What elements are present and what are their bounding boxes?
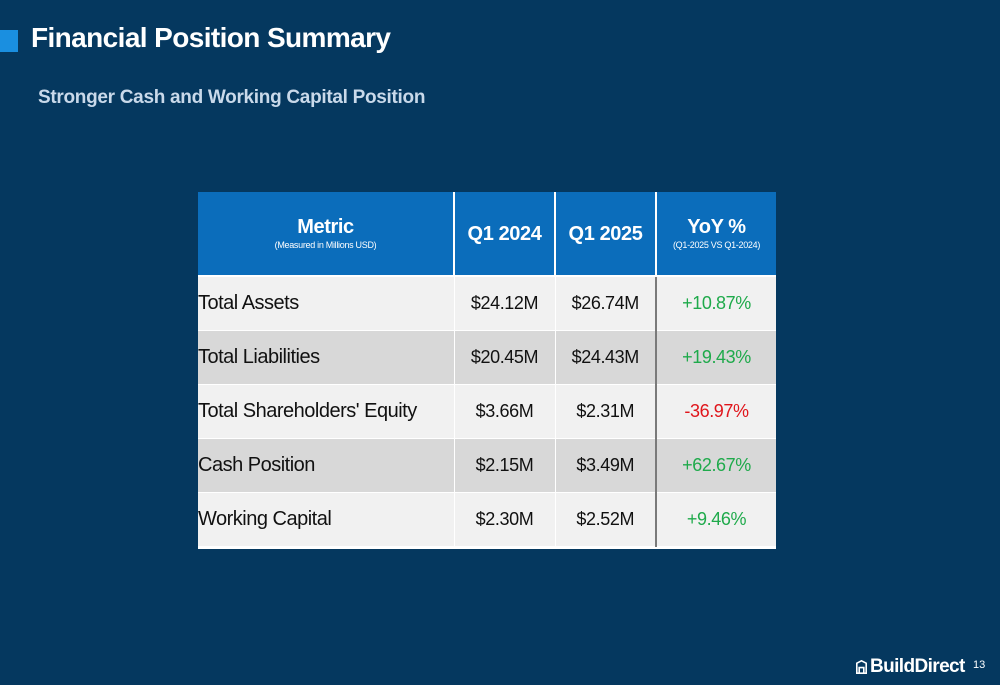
q1-2025-cell: $2.52M bbox=[555, 492, 657, 547]
column-header-q1-2024: Q1 2024 bbox=[454, 192, 556, 277]
column-header-q1-2025: Q1 2025 bbox=[555, 192, 657, 277]
column-header-q1-2025-label: Q1 2025 bbox=[568, 222, 643, 245]
metric-cell: Cash Position bbox=[198, 438, 455, 493]
house-icon bbox=[856, 660, 867, 674]
financial-table-container: Metric (Measured in Millions USD) Q1 202… bbox=[198, 192, 776, 549]
column-header-metric-label: Metric bbox=[297, 215, 354, 238]
builddirect-logo: BuildDirect bbox=[856, 656, 965, 678]
column-header-metric: Metric (Measured in Millions USD) bbox=[198, 192, 455, 277]
title-accent-bar bbox=[0, 30, 18, 52]
column-header-yoy-sublabel: (Q1-2025 VS Q1-2024) bbox=[672, 239, 761, 250]
column-header-yoy-label: YoY % bbox=[687, 215, 746, 238]
table-row: Working Capital $2.30M $2.52M +9.46% bbox=[198, 492, 776, 547]
q1-2024-cell: $24.12M bbox=[454, 276, 556, 331]
table-row: Total Shareholders' Equity $3.66M $2.31M… bbox=[198, 384, 776, 439]
table-header-row: Metric (Measured in Millions USD) Q1 202… bbox=[198, 192, 776, 277]
slide-subtitle: Stronger Cash and Working Capital Positi… bbox=[38, 87, 426, 108]
metric-cell: Total Assets bbox=[198, 276, 455, 331]
metric-cell: Working Capital bbox=[198, 492, 455, 547]
q1-2025-cell: $3.49M bbox=[555, 438, 657, 493]
column-header-q1-2024-label: Q1 2024 bbox=[467, 222, 542, 245]
yoy-cell: +10.87% bbox=[655, 276, 776, 331]
yoy-cell: -36.97% bbox=[655, 384, 776, 439]
yoy-cell: +62.67% bbox=[655, 438, 776, 493]
q1-2024-cell: $3.66M bbox=[454, 384, 556, 439]
logo-text: BuildDirect bbox=[870, 656, 965, 677]
column-header-metric-sublabel: (Measured in Millions USD) bbox=[274, 239, 377, 250]
table-row: Total Liabilities $20.45M $24.43M +19.43… bbox=[198, 330, 776, 385]
column-header-yoy: YoY % (Q1-2025 VS Q1-2024) bbox=[656, 192, 776, 277]
q1-2024-cell: $2.30M bbox=[454, 492, 556, 547]
yoy-cell: +19.43% bbox=[655, 330, 776, 385]
q1-2025-cell: $24.43M bbox=[555, 330, 657, 385]
q1-2024-cell: $20.45M bbox=[454, 330, 556, 385]
yoy-cell: +9.46% bbox=[655, 492, 776, 547]
metric-cell: Total Liabilities bbox=[198, 330, 455, 385]
page-number: 13 bbox=[973, 659, 986, 671]
table-row: Total Assets $24.12M $26.74M +10.87% bbox=[198, 276, 776, 331]
slide-title: Financial Position Summary bbox=[31, 22, 391, 53]
q1-2025-cell: $26.74M bbox=[555, 276, 657, 331]
q1-2025-cell: $2.31M bbox=[555, 384, 657, 439]
financial-position-table: Metric (Measured in Millions USD) Q1 202… bbox=[198, 192, 776, 547]
metric-cell: Total Shareholders' Equity bbox=[198, 384, 455, 439]
table-row: Cash Position $2.15M $3.49M +62.67% bbox=[198, 438, 776, 493]
q1-2024-cell: $2.15M bbox=[454, 438, 556, 493]
